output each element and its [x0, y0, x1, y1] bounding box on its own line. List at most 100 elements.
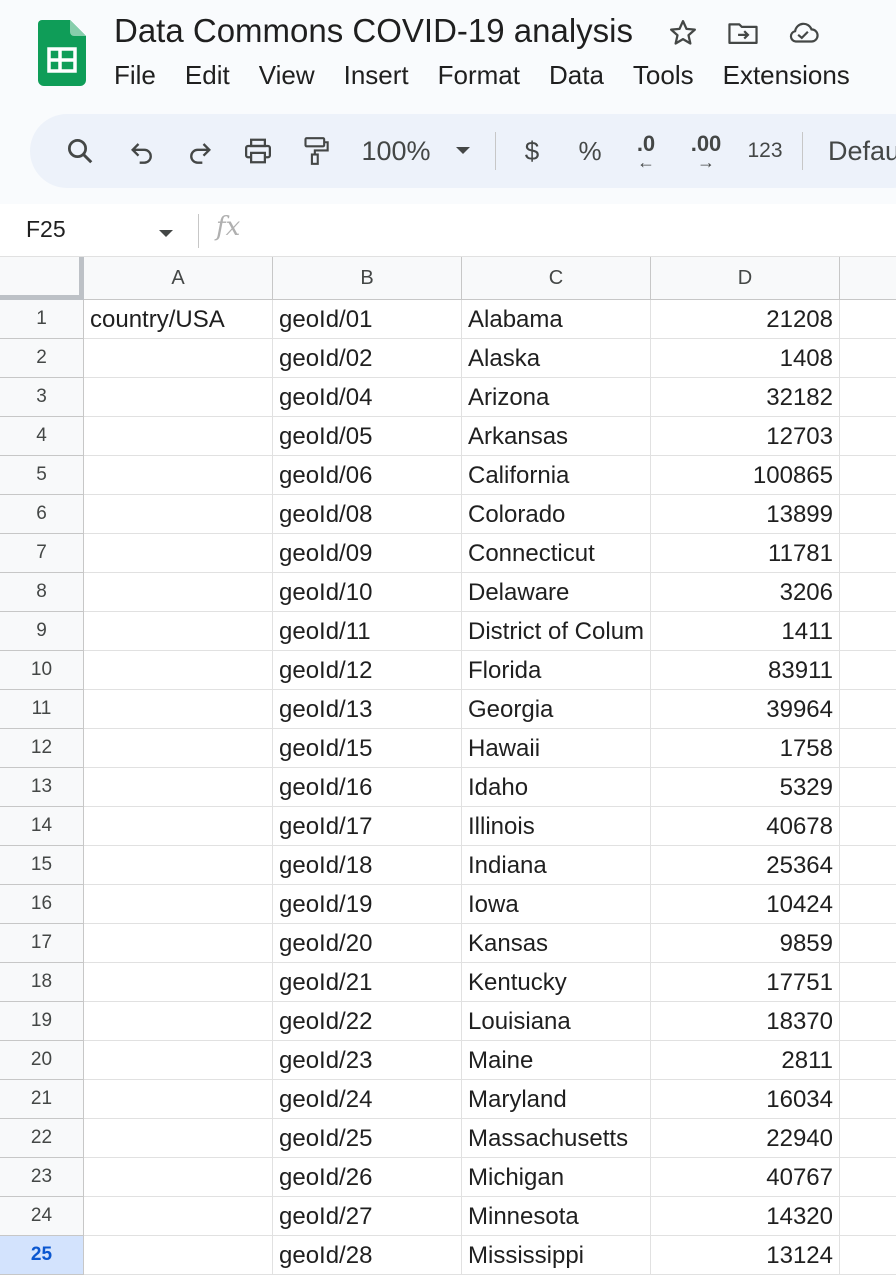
- row-header[interactable]: 11: [0, 690, 84, 729]
- cell-e[interactable]: [840, 573, 896, 612]
- cell-c[interactable]: California: [462, 456, 651, 495]
- row-header[interactable]: 9: [0, 612, 84, 651]
- sheets-logo-icon[interactable]: [38, 20, 86, 86]
- row-header[interactable]: 1: [0, 300, 84, 339]
- cell-e[interactable]: [840, 1197, 896, 1236]
- cell-d[interactable]: 83911: [651, 651, 840, 690]
- cell-a[interactable]: [84, 846, 273, 885]
- cell-a[interactable]: [84, 1080, 273, 1119]
- cell-a[interactable]: [84, 885, 273, 924]
- cell-c[interactable]: Delaware: [462, 573, 651, 612]
- cell-d[interactable]: 22940: [651, 1119, 840, 1158]
- column-header-b[interactable]: B: [273, 257, 462, 300]
- cell-d[interactable]: 39964: [651, 690, 840, 729]
- cell-c[interactable]: Maryland: [462, 1080, 651, 1119]
- format-currency-button[interactable]: $: [524, 135, 540, 166]
- cell-a[interactable]: [84, 729, 273, 768]
- cell-a[interactable]: [84, 1158, 273, 1197]
- move-to-folder-icon[interactable]: [724, 14, 762, 52]
- cell-e[interactable]: [840, 378, 896, 417]
- decrease-decimal-button[interactable]: .0 ←: [626, 114, 666, 188]
- row-header[interactable]: 4: [0, 417, 84, 456]
- menu-extensions[interactable]: Extensions: [722, 60, 850, 90]
- cell-c[interactable]: Kentucky: [462, 963, 651, 1002]
- cell-e[interactable]: [840, 963, 896, 1002]
- cell-a[interactable]: [84, 963, 273, 1002]
- cell-d[interactable]: 11781: [651, 534, 840, 573]
- cell-c[interactable]: Michigan: [462, 1158, 651, 1197]
- cell-e[interactable]: [840, 456, 896, 495]
- cell-c[interactable]: Alabama: [462, 300, 651, 339]
- column-header-d[interactable]: D: [651, 257, 840, 300]
- column-header-c[interactable]: C: [462, 257, 651, 300]
- cell-d[interactable]: 13899: [651, 495, 840, 534]
- row-header[interactable]: 7: [0, 534, 84, 573]
- cell-e[interactable]: [840, 1158, 896, 1197]
- cell-c[interactable]: Maine: [462, 1041, 651, 1080]
- cell-c[interactable]: Indiana: [462, 846, 651, 885]
- row-header[interactable]: 16: [0, 885, 84, 924]
- menu-tools[interactable]: Tools: [632, 60, 694, 90]
- cell-a[interactable]: [84, 690, 273, 729]
- cell-d[interactable]: 16034: [651, 1080, 840, 1119]
- select-all-corner[interactable]: [0, 257, 84, 300]
- cell-b[interactable]: geoId/18: [273, 846, 462, 885]
- cloud-saved-icon[interactable]: [784, 14, 822, 52]
- cell-b[interactable]: geoId/11: [273, 612, 462, 651]
- cell-e[interactable]: [840, 651, 896, 690]
- cell-d[interactable]: 12703: [651, 417, 840, 456]
- cell-c[interactable]: Connecticut: [462, 534, 651, 573]
- cell-e[interactable]: [840, 1236, 896, 1275]
- cell-d[interactable]: 9859: [651, 924, 840, 963]
- paint-format-icon[interactable]: [294, 114, 338, 188]
- font-family-select[interactable]: Defau: [828, 135, 896, 166]
- cell-a[interactable]: [84, 495, 273, 534]
- row-header[interactable]: 6: [0, 495, 84, 534]
- cell-e[interactable]: [840, 495, 896, 534]
- cell-d[interactable]: 1408: [651, 339, 840, 378]
- redo-icon[interactable]: [178, 114, 222, 188]
- column-header-a[interactable]: A: [84, 257, 273, 300]
- row-header[interactable]: 8: [0, 573, 84, 612]
- cell-e[interactable]: [840, 339, 896, 378]
- cell-d[interactable]: 14320: [651, 1197, 840, 1236]
- cell-a[interactable]: [84, 456, 273, 495]
- cell-b[interactable]: geoId/26: [273, 1158, 462, 1197]
- cell-b[interactable]: geoId/22: [273, 1002, 462, 1041]
- cell-c[interactable]: Mississippi: [462, 1236, 651, 1275]
- cell-d[interactable]: 100865: [651, 456, 840, 495]
- cell-c[interactable]: Louisiana: [462, 1002, 651, 1041]
- cell-b[interactable]: geoId/08: [273, 495, 462, 534]
- cell-a[interactable]: [84, 378, 273, 417]
- cell-a[interactable]: [84, 612, 273, 651]
- cell-e[interactable]: [840, 807, 896, 846]
- cell-b[interactable]: geoId/01: [273, 300, 462, 339]
- cell-e[interactable]: [840, 768, 896, 807]
- menu-format[interactable]: Format: [437, 60, 520, 90]
- search-menus-icon[interactable]: [58, 114, 102, 188]
- cell-d[interactable]: 2811: [651, 1041, 840, 1080]
- cell-a[interactable]: [84, 651, 273, 690]
- cell-d[interactable]: 1411: [651, 612, 840, 651]
- row-header[interactable]: 22: [0, 1119, 84, 1158]
- cell-c[interactable]: Minnesota: [462, 1197, 651, 1236]
- cell-d[interactable]: 21208: [651, 300, 840, 339]
- cell-a[interactable]: [84, 534, 273, 573]
- cell-c[interactable]: Iowa: [462, 885, 651, 924]
- cell-e[interactable]: [840, 1002, 896, 1041]
- cell-c[interactable]: Arizona: [462, 378, 651, 417]
- row-header[interactable]: 15: [0, 846, 84, 885]
- cell-a[interactable]: [84, 417, 273, 456]
- cell-a[interactable]: [84, 339, 273, 378]
- cell-c[interactable]: Idaho: [462, 768, 651, 807]
- number-format-button[interactable]: 123: [747, 139, 783, 162]
- cell-a[interactable]: country/USA: [84, 300, 273, 339]
- cell-b[interactable]: geoId/15: [273, 729, 462, 768]
- name-box[interactable]: F25: [26, 216, 66, 242]
- menu-edit[interactable]: Edit: [184, 60, 230, 90]
- cell-a[interactable]: [84, 1236, 273, 1275]
- cell-b[interactable]: geoId/09: [273, 534, 462, 573]
- cell-e[interactable]: [840, 1119, 896, 1158]
- menu-file[interactable]: File: [114, 60, 156, 90]
- row-header[interactable]: 20: [0, 1041, 84, 1080]
